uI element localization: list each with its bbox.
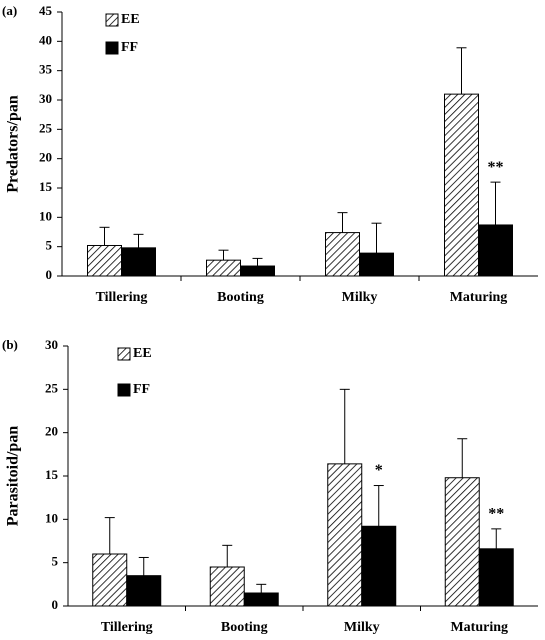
legend-swatch bbox=[105, 41, 119, 55]
bar bbox=[209, 566, 245, 607]
x-tick-label: Maturing bbox=[450, 620, 508, 635]
significance-mark: ** bbox=[488, 506, 504, 523]
y-tick-label: 15 bbox=[45, 467, 59, 482]
y-axis-label: Predators/pan bbox=[5, 95, 22, 193]
bar bbox=[206, 259, 241, 277]
bar bbox=[243, 592, 279, 607]
y-tick-label: 25 bbox=[39, 120, 53, 135]
panel-label: (b) bbox=[2, 337, 18, 352]
y-tick-label: 5 bbox=[46, 238, 53, 253]
y-tick-label: 30 bbox=[45, 337, 58, 352]
y-tick-label: 10 bbox=[45, 510, 58, 525]
y-tick-label: 20 bbox=[45, 424, 58, 439]
bar bbox=[444, 477, 480, 607]
panel: (b) Parasitoid/pan 0 5 10 15 20 25 30 Tillering Bo… bbox=[2, 337, 538, 635]
bar bbox=[126, 575, 162, 607]
x-tick-label: Maturing bbox=[450, 290, 508, 305]
legend-label: EE bbox=[133, 346, 152, 361]
y-tick-label: 30 bbox=[39, 91, 52, 106]
y-tick-label: 0 bbox=[52, 597, 59, 612]
legend-swatch bbox=[117, 347, 131, 361]
legend-label: FF bbox=[133, 382, 150, 397]
bar bbox=[444, 93, 479, 277]
bar bbox=[87, 244, 122, 277]
legend-label: FF bbox=[121, 40, 138, 55]
y-tick-label: 0 bbox=[46, 267, 53, 282]
y-tick-label: 5 bbox=[52, 554, 59, 569]
x-tick-label: Booting bbox=[217, 290, 264, 305]
bar bbox=[359, 252, 394, 277]
bar bbox=[361, 525, 397, 607]
legend-label: EE bbox=[121, 12, 140, 27]
y-tick-label: 10 bbox=[39, 208, 52, 223]
significance-mark: * bbox=[375, 462, 383, 479]
bar bbox=[92, 553, 128, 607]
bar bbox=[327, 463, 363, 607]
panel: (a) Predators/pan 0 5 10 15 20 25 30 35 40 45 Tiller… bbox=[2, 3, 538, 305]
legend-swatch bbox=[117, 383, 131, 397]
y-tick-label: 35 bbox=[39, 62, 53, 77]
y-tick-label: 15 bbox=[39, 179, 53, 194]
x-tick-label: Tillering bbox=[96, 290, 148, 305]
bar bbox=[325, 232, 360, 277]
y-tick-label: 40 bbox=[39, 32, 52, 47]
x-tick-label: Milky bbox=[342, 290, 378, 305]
x-tick-label: Booting bbox=[221, 620, 268, 635]
legend-swatch bbox=[105, 13, 119, 27]
bar bbox=[240, 265, 275, 277]
bar bbox=[478, 224, 513, 277]
y-axis-label: Parasitoid/pan bbox=[5, 426, 22, 527]
y-tick-label: 25 bbox=[45, 380, 59, 395]
significance-mark: ** bbox=[488, 159, 504, 176]
y-tick-label: 45 bbox=[39, 3, 53, 18]
panel-label: (a) bbox=[2, 3, 17, 18]
y-tick-label: 20 bbox=[39, 150, 52, 165]
bar bbox=[478, 548, 514, 607]
x-tick-label: Tillering bbox=[101, 620, 153, 635]
bar bbox=[121, 247, 156, 277]
x-tick-label: Milky bbox=[344, 620, 380, 635]
